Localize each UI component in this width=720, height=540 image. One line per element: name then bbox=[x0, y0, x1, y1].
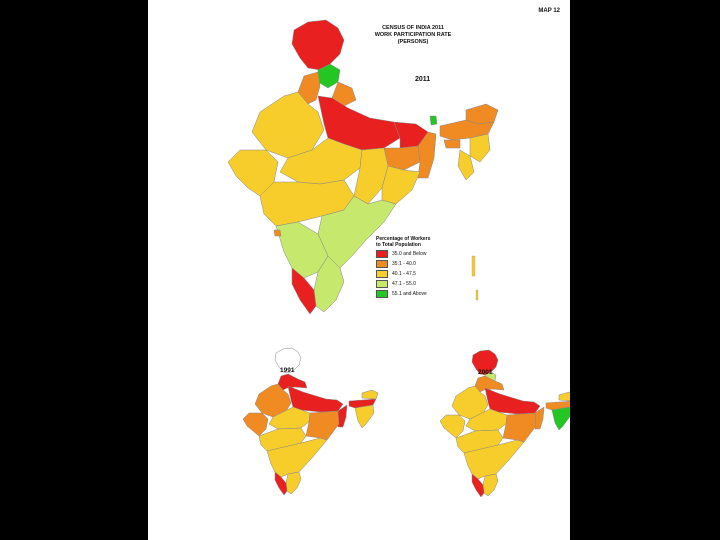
legend-label: 35.1 - 40.0 bbox=[392, 260, 416, 267]
region-jammu-kashmir bbox=[291, 19, 345, 71]
region-sikkim bbox=[429, 115, 438, 126]
legend-item: 55.1 and Above bbox=[376, 289, 460, 298]
inset-year-2001: 2001 bbox=[478, 369, 493, 376]
legend-swatch bbox=[376, 249, 388, 258]
region-west-bengal bbox=[417, 131, 437, 179]
maps-canvas bbox=[227, 19, 570, 498]
inset-map-1991 bbox=[242, 347, 379, 496]
region-arunachal bbox=[465, 103, 499, 125]
inset-map-2001 bbox=[439, 349, 570, 498]
map-title: CENSUS OF INDIA 2011 WORK PARTICIPATION … bbox=[348, 25, 478, 46]
legend-item: 47.1 - 55.0 bbox=[376, 279, 460, 288]
legend-item: 35.1 - 40.0 bbox=[376, 259, 460, 268]
legend-label: 47.1 - 55.0 bbox=[392, 280, 416, 287]
region-uttarakhand bbox=[331, 81, 357, 107]
legend: Percentage of Workers to Total Populatio… bbox=[376, 236, 460, 298]
region-tripura-mizoram bbox=[457, 149, 475, 181]
legend-item: 40.1 - 47.5 bbox=[376, 269, 460, 278]
inset-year-1991: 1991 bbox=[280, 367, 295, 374]
main-map-2011 bbox=[227, 19, 499, 315]
map-sheet: MAP 12 CENSUS OF INDIA 2011 WORK PARTICI… bbox=[148, 0, 570, 540]
region-kerala bbox=[291, 267, 317, 315]
legend-label: 55.1 and Above bbox=[392, 290, 427, 297]
region-goa bbox=[273, 229, 282, 237]
map-number: MAP 12 bbox=[538, 8, 560, 14]
legend-swatch bbox=[376, 289, 388, 298]
legend-item: 35.0 and Below bbox=[376, 249, 460, 258]
legend-swatch bbox=[376, 259, 388, 268]
main-map-year: 2011 bbox=[415, 76, 431, 83]
region-odisha bbox=[381, 165, 421, 205]
title-line-3: (PERSONS) bbox=[397, 39, 429, 45]
region-andaman bbox=[471, 255, 476, 277]
legend-title-line-1: Percentage of Workers bbox=[376, 236, 431, 242]
legend-swatch bbox=[376, 279, 388, 288]
region-meghalaya bbox=[443, 139, 461, 149]
region-nagaland-manipur bbox=[469, 133, 491, 163]
title-line-1: CENSUS OF INDIA 2011 bbox=[382, 25, 444, 31]
legend-swatch bbox=[376, 269, 388, 278]
legend-title-line-2: to Total Population bbox=[376, 242, 421, 248]
region-uttar-pradesh bbox=[317, 95, 401, 151]
region-rajasthan bbox=[251, 91, 325, 159]
legend-title: Percentage of Workers to Total Populatio… bbox=[376, 236, 460, 248]
legend-label: 40.1 - 47.5 bbox=[392, 270, 416, 277]
title-line-2: WORK PARTICIPATION RATE bbox=[374, 32, 452, 38]
legend-label: 35.0 and Below bbox=[392, 250, 427, 257]
region-nicobar bbox=[475, 289, 479, 301]
